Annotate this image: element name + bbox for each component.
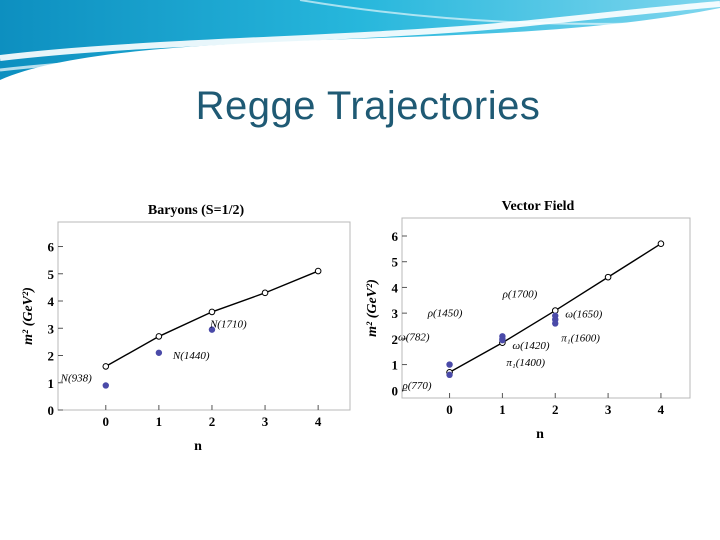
data-label: N(1710) [209,319,247,331]
y-tick-label: 6 [392,229,399,244]
x-tick-label: 0 [103,414,110,429]
data-point [155,349,163,356]
y-tick-label: 6 [48,240,55,255]
data-label: ω(1650) [565,309,602,321]
data-point [446,361,453,368]
data-label: N(1440) [172,350,210,362]
y-tick-label: 4 [48,294,55,309]
trajectory-point [604,273,612,281]
data-label: ρ(1700) [502,289,538,301]
x-tick-label: 4 [315,414,322,429]
x-tick-label: 0 [446,402,453,417]
plot-frame [401,217,691,399]
x-axis-label: n [536,427,544,442]
y-axis-label: m² (GeV²) [365,279,380,337]
y-tick-label: 5 [392,255,399,270]
data-label: π₁(1400) [506,357,545,369]
y-tick-label: 1 [48,376,55,391]
data-point [208,326,216,333]
x-tick-label: 4 [658,402,665,417]
data-point [552,320,559,327]
data-point [102,382,109,389]
y-tick-label: 0 [48,403,55,418]
data-label: ρ(1450) [427,307,463,319]
chart-title: Vector Field [502,199,575,214]
x-tick-label: 2 [552,402,559,417]
y-tick-label: 1 [392,358,399,373]
y-axis-label: m² (GeV²) [21,287,36,345]
data-label: ω(1420) [512,340,549,352]
header-swoosh [0,0,720,80]
data-label: ω(782) [398,332,430,344]
x-tick-label: 1 [499,402,506,417]
chart-title: Baryons (S=1/2) [148,203,245,218]
data-label: π₁(1600) [561,332,600,344]
trajectory-point [657,240,665,248]
trajectory-point [102,363,110,370]
y-tick-label: 3 [392,306,399,321]
data-point [446,371,453,379]
y-tick-label: 4 [392,280,399,295]
slide-title: Regge Trajectories [195,84,541,128]
y-tick-label: 2 [48,349,55,364]
y-tick-label: 3 [48,321,55,336]
x-axis-label: n [194,439,202,454]
data-label: N(938) [60,372,93,384]
y-tick-label: 5 [48,267,55,282]
trajectory-point [208,308,216,316]
y-tick-label: 2 [392,332,399,347]
trajectory-point [155,333,163,340]
x-tick-label: 3 [605,402,612,417]
trajectory-point [314,267,322,275]
trajectory-point [261,289,269,297]
y-tick-label: 0 [392,383,399,398]
x-tick-label: 1 [156,414,163,429]
data-point [499,336,506,344]
x-tick-label: 3 [262,414,269,429]
x-tick-label: 2 [209,414,216,429]
data-label: ρ(770) [401,380,431,392]
